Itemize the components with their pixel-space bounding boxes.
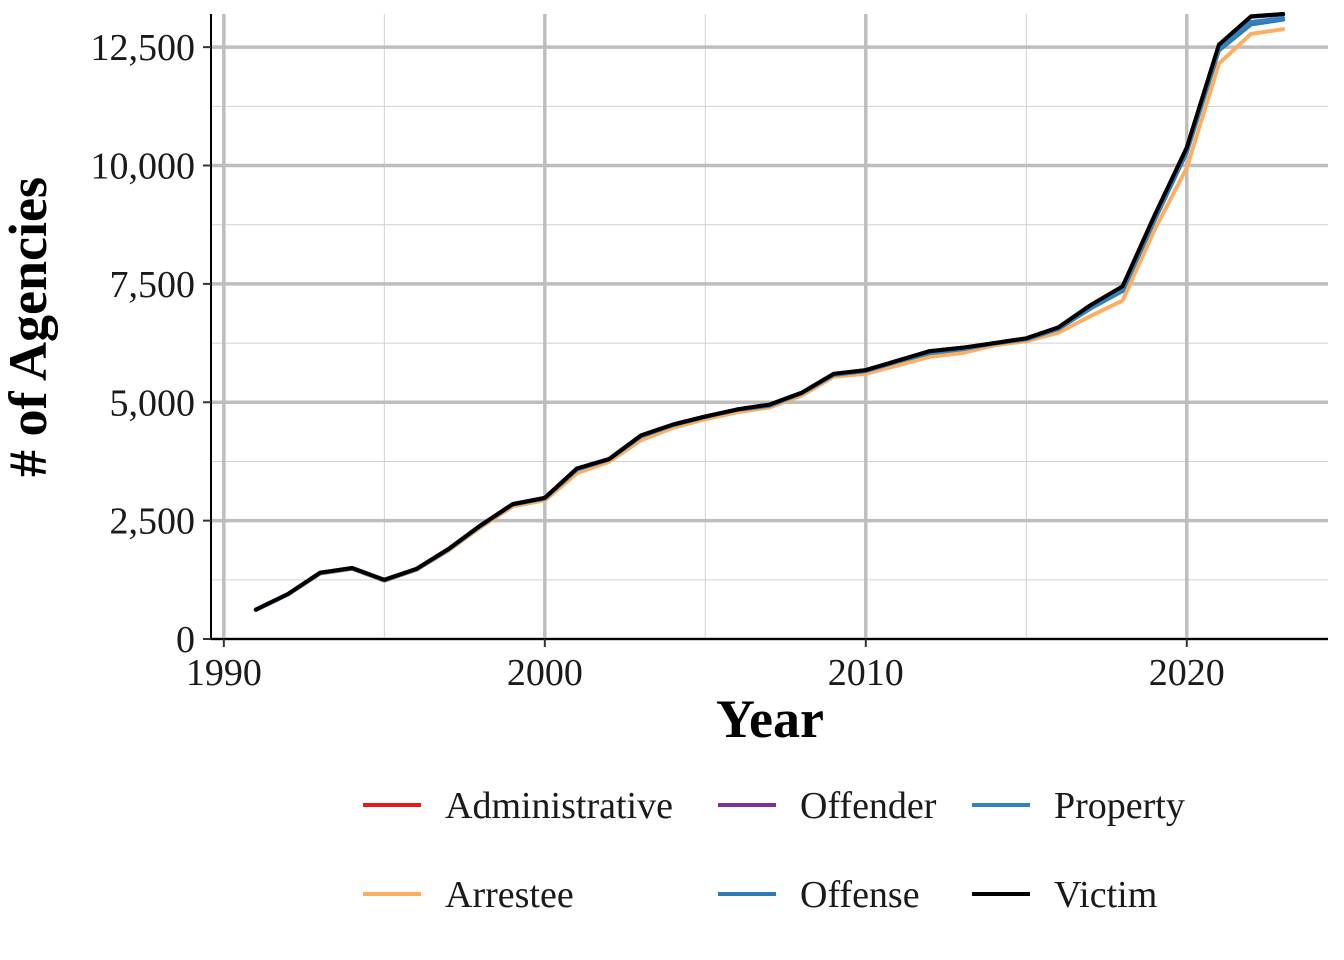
axes	[203, 14, 1328, 647]
y-tick-label: 7,500	[110, 264, 196, 306]
x-tick-label: 2010	[828, 652, 904, 694]
y-tick-label: 12,500	[91, 27, 196, 69]
legend-label-victim: Victim	[1054, 874, 1157, 916]
x-axis-title: Year	[716, 689, 824, 749]
minor-gridlines	[211, 14, 1328, 639]
legend-label-property: Property	[1054, 785, 1185, 827]
legend: Administrative Offender Property Arrestee Of…	[363, 785, 1185, 916]
legend-label-administrative: Administrative	[445, 785, 673, 827]
y-tick-labels: 0 2,500 5,000 7,500 10,000 12,500	[91, 27, 196, 661]
legend-label-offender: Offender	[800, 785, 937, 827]
series-lines	[253, 12, 1286, 613]
series-line-arrestee	[253, 27, 1286, 613]
y-axis-title: # of Agencies	[0, 177, 58, 477]
x-tick-label: 2020	[1149, 652, 1225, 694]
y-tick-label: 0	[176, 619, 195, 661]
y-tick-label: 5,000	[110, 382, 196, 424]
series-line-victim	[253, 12, 1286, 612]
y-tick-label: 10,000	[91, 146, 196, 188]
legend-label-arrestee: Arrestee	[445, 874, 574, 916]
major-gridlines	[211, 14, 1328, 641]
x-tick-label: 2000	[507, 652, 583, 694]
legend-label-offense: Offense	[800, 874, 920, 916]
x-tick-labels: 1990 2000 2010 2020	[186, 652, 1225, 694]
x-tick-label: 1990	[186, 652, 262, 694]
y-tick-label: 2,500	[110, 501, 196, 543]
